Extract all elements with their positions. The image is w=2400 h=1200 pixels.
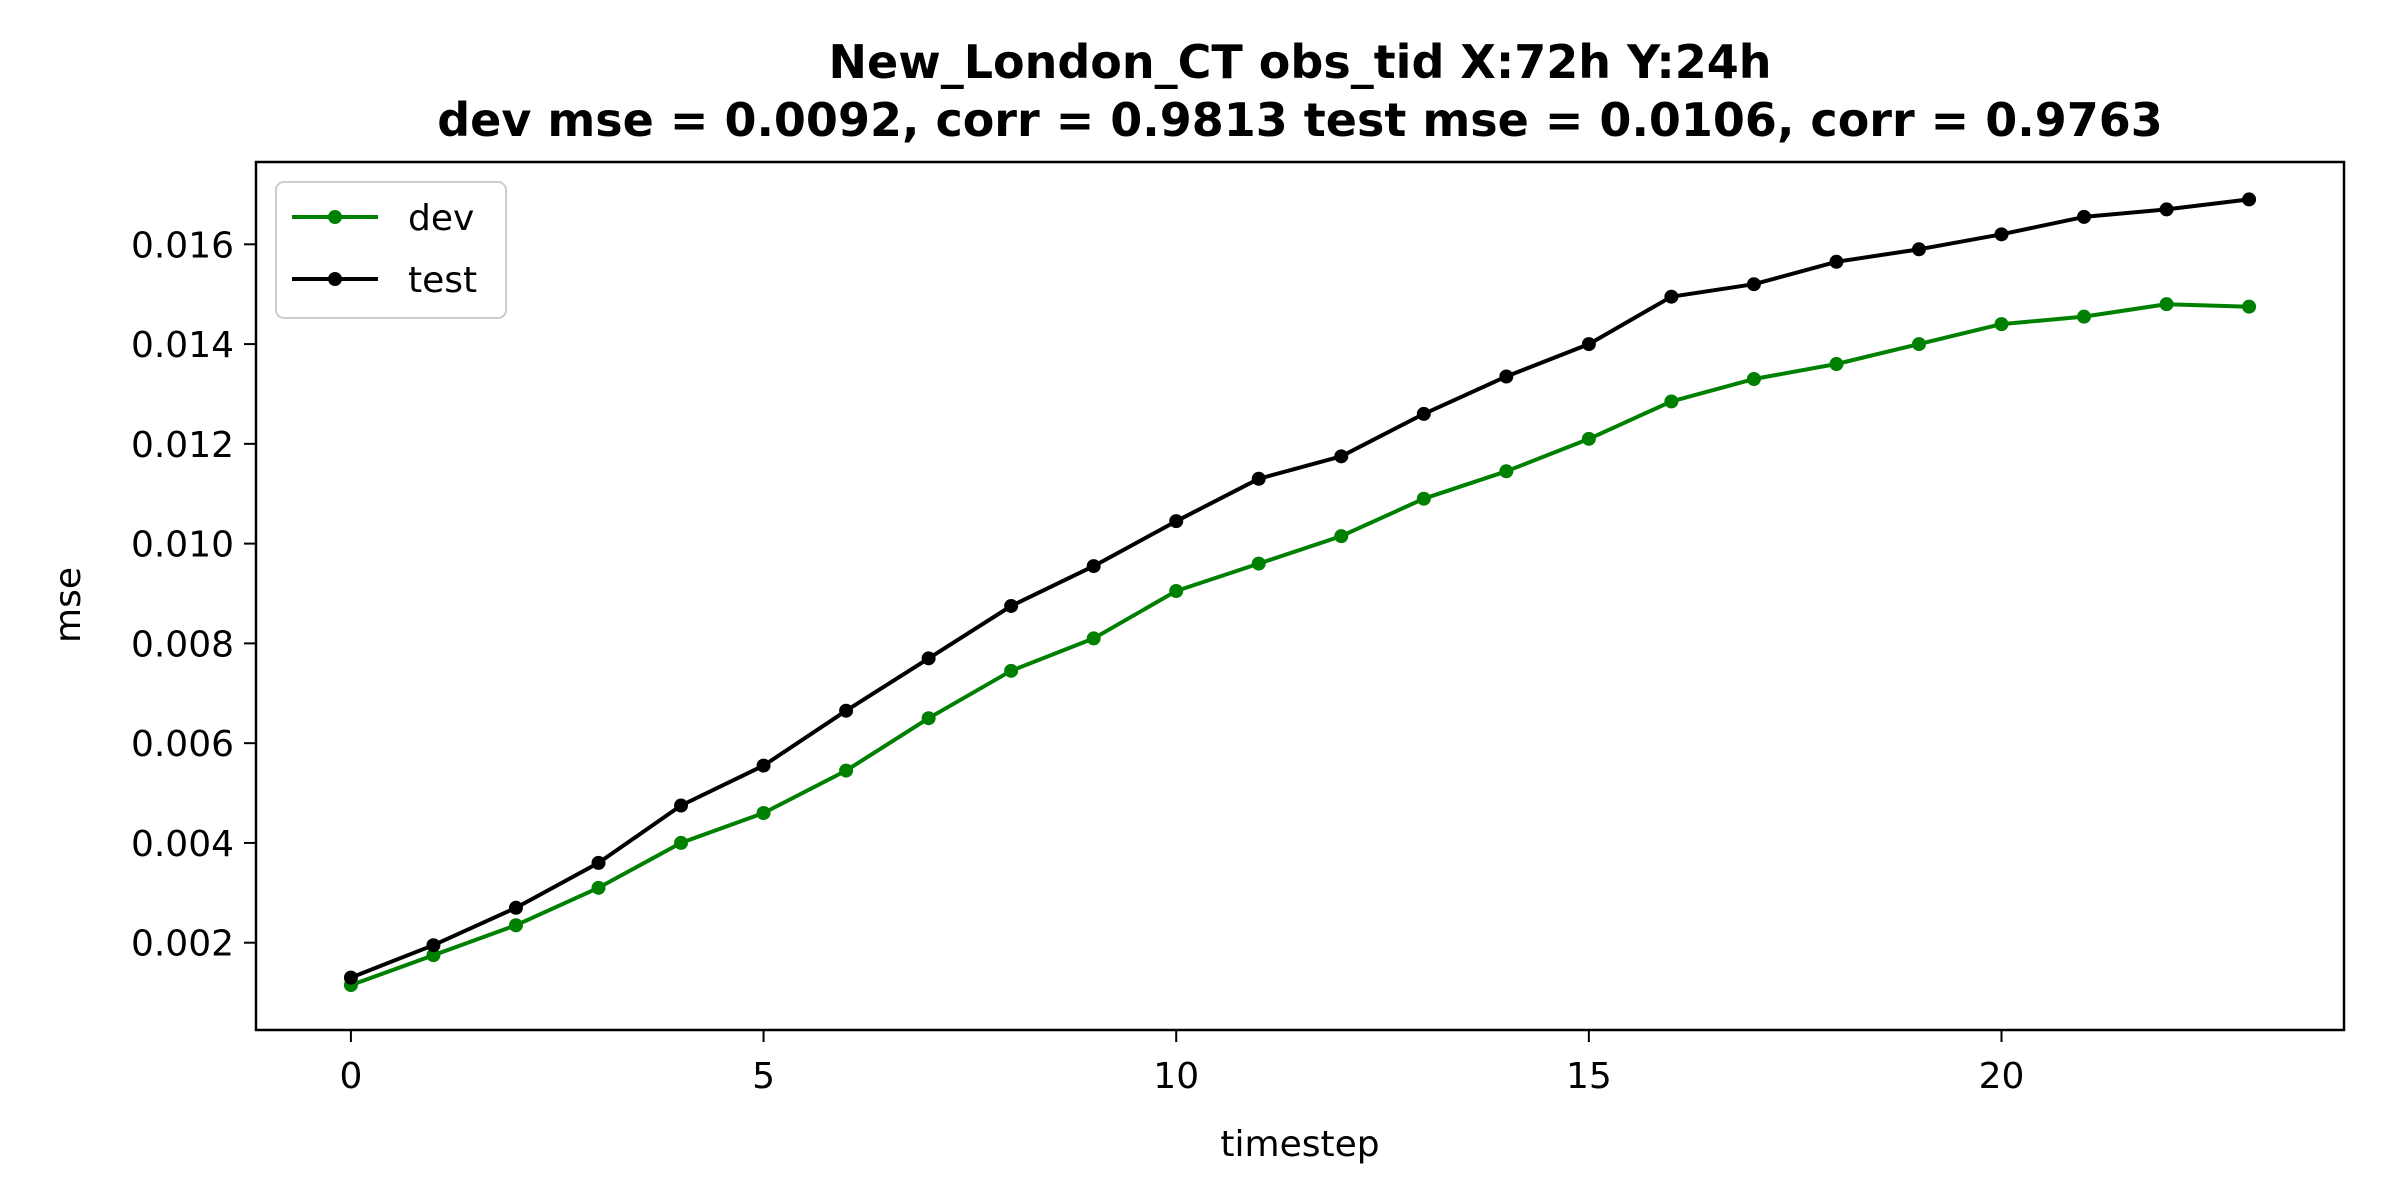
data-point-dev bbox=[1416, 491, 1431, 506]
data-point-dev bbox=[674, 835, 689, 850]
data-point-dev bbox=[921, 711, 936, 726]
data-point-test bbox=[1169, 514, 1184, 529]
data-point-test bbox=[1746, 277, 1761, 292]
data-point-test bbox=[921, 651, 936, 666]
y-tick-label: 0.016 bbox=[131, 225, 234, 266]
y-tick-label: 0.006 bbox=[131, 724, 234, 765]
data-point-dev bbox=[2242, 299, 2257, 314]
x-tick-label: 5 bbox=[752, 1056, 775, 1097]
data-point-dev bbox=[1251, 556, 1266, 571]
data-point-dev bbox=[1664, 394, 1679, 409]
y-tick-label: 0.010 bbox=[131, 525, 234, 566]
data-point-dev bbox=[1911, 337, 1926, 352]
data-point-test bbox=[1251, 471, 1266, 486]
y-tick-label: 0.014 bbox=[131, 325, 234, 366]
y-tick-label: 0.008 bbox=[131, 624, 234, 665]
y-tick-label: 0.002 bbox=[131, 924, 234, 965]
y-axis-label: mse bbox=[48, 567, 89, 643]
data-point-dev bbox=[1829, 357, 1844, 372]
plot-area: 0 5 10 15 20 0.002 0.004 0.006 0.008 0.010 0.012 0.… bbox=[131, 192, 2257, 1097]
x-tick-label: 20 bbox=[1979, 1056, 2025, 1097]
data-point-dev bbox=[2159, 297, 2174, 312]
data-point-dev bbox=[1581, 431, 1596, 446]
x-tick-label: 15 bbox=[1566, 1056, 1612, 1097]
data-point-dev bbox=[2077, 309, 2092, 324]
data-point-dev bbox=[508, 918, 523, 933]
data-point-test bbox=[1499, 369, 1514, 384]
series-line-dev bbox=[350, 302, 2250, 987]
data-point-dev bbox=[1086, 631, 1101, 646]
data-point-test bbox=[2077, 209, 2092, 224]
data-point-dev bbox=[1169, 584, 1184, 599]
data-point-dev bbox=[756, 806, 771, 820]
data-point-test bbox=[1416, 406, 1431, 421]
data-point-test bbox=[2159, 202, 2174, 217]
chart-title-line-2: dev mse = 0.0092, corr = 0.9813 test mse… bbox=[437, 93, 2163, 147]
x-axis-label: timestep bbox=[1220, 1124, 1379, 1165]
data-point-dev bbox=[1004, 663, 1019, 678]
data-point-test bbox=[1581, 337, 1596, 352]
data-point-dev bbox=[1994, 317, 2009, 332]
data-point-test bbox=[1829, 254, 1844, 269]
x-tick-label: 0 bbox=[339, 1056, 362, 1097]
x-tick-label: 10 bbox=[1153, 1056, 1199, 1097]
data-point-test bbox=[1086, 559, 1101, 574]
data-point-test bbox=[591, 855, 606, 870]
data-point-test bbox=[343, 970, 358, 985]
plot-frame bbox=[254, 160, 2346, 1032]
data-point-dev bbox=[591, 880, 606, 895]
chart-title-line-1: New_London_CT obs_tid X:72h Y:24h bbox=[829, 35, 1772, 89]
legend: dev test bbox=[275, 181, 507, 319]
data-point-dev bbox=[1334, 529, 1349, 544]
data-point-test bbox=[1664, 289, 1679, 304]
data-point-test bbox=[756, 758, 771, 773]
data-point-dev bbox=[839, 763, 854, 778]
data-point-test bbox=[426, 938, 441, 953]
data-point-test bbox=[1994, 227, 2009, 242]
legend-label-dev: dev bbox=[408, 198, 474, 239]
data-point-test bbox=[1004, 598, 1019, 613]
data-point-test bbox=[674, 798, 689, 813]
legend-label-test: test bbox=[408, 260, 477, 301]
y-tick-label: 0.004 bbox=[131, 824, 234, 865]
series-line-test bbox=[350, 197, 2250, 980]
data-point-dev bbox=[1499, 464, 1514, 479]
data-point-test bbox=[508, 900, 523, 915]
data-point-test bbox=[1334, 449, 1349, 464]
data-point-test bbox=[1911, 242, 1926, 257]
data-point-dev bbox=[426, 948, 441, 963]
legend-marker-test bbox=[328, 272, 342, 286]
y-tick-label: 0.012 bbox=[131, 425, 234, 466]
data-point-test bbox=[2242, 192, 2257, 207]
data-point-test bbox=[839, 703, 854, 718]
data-point-dev bbox=[1746, 372, 1761, 386]
legend-marker-dev bbox=[328, 210, 342, 224]
